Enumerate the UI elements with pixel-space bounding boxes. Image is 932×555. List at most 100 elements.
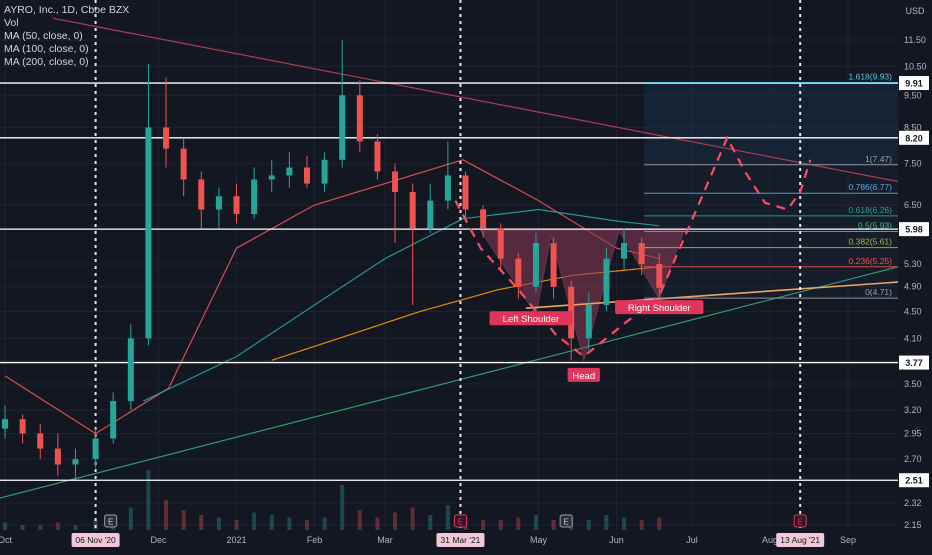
y-tick-label: 6.50 bbox=[904, 200, 922, 210]
fib-level-label: 0.786(6.77) bbox=[849, 182, 893, 192]
volume-bar bbox=[216, 517, 221, 530]
candle-body bbox=[409, 191, 416, 229]
candle-body bbox=[638, 243, 645, 265]
volume-bar bbox=[164, 500, 169, 530]
level-badge-text: 2.51 bbox=[905, 476, 923, 486]
volume-bar bbox=[393, 512, 398, 530]
trendline-resistance bbox=[52, 17, 899, 183]
volume-bar bbox=[181, 510, 186, 530]
moving-average-100 bbox=[143, 208, 660, 402]
volume-bar bbox=[304, 520, 309, 530]
x-tick-label: 2021 bbox=[226, 535, 246, 545]
candle-body bbox=[268, 175, 275, 180]
volume-bar bbox=[428, 515, 433, 530]
pattern-head-shoulders bbox=[479, 228, 686, 363]
y-tick-label: 7.50 bbox=[904, 159, 922, 169]
y-tick-label: 11.50 bbox=[904, 35, 926, 45]
moving-average-50 bbox=[4, 159, 660, 435]
earnings-marker-text: E bbox=[108, 518, 113, 527]
candle-body bbox=[374, 141, 381, 172]
fib-level-label: 1.618(9.93) bbox=[849, 71, 893, 81]
y-tick-label: 4.10 bbox=[904, 333, 922, 343]
volume-bar bbox=[481, 520, 486, 530]
volume-bar bbox=[55, 522, 60, 530]
candle-body bbox=[127, 338, 134, 402]
candle-body bbox=[532, 243, 539, 287]
volume-bar bbox=[146, 470, 151, 530]
fib-level-label: 1(7.47) bbox=[865, 154, 892, 164]
legend-indicator-vol: Vol bbox=[4, 17, 19, 29]
projected-path bbox=[454, 135, 812, 358]
legend-indicator-ma50: MA (50, close, 0) bbox=[4, 30, 83, 42]
x-tick-label: Feb bbox=[307, 535, 323, 545]
level-badge-text: 5.98 bbox=[905, 225, 923, 235]
volume-bar bbox=[639, 520, 644, 530]
y-tick-label: 8.50 bbox=[904, 122, 922, 132]
level-badge bbox=[899, 222, 929, 237]
volume-bar bbox=[199, 515, 204, 530]
earnings-marker-box bbox=[104, 514, 118, 528]
candle-body bbox=[215, 196, 222, 210]
candle-body bbox=[110, 401, 117, 439]
date-marker-badge bbox=[71, 533, 120, 547]
earnings-marker-text: E bbox=[563, 518, 568, 527]
candle-body bbox=[603, 258, 610, 306]
fib-level-label: 0.382(5.61) bbox=[849, 237, 893, 247]
candle-body bbox=[356, 95, 363, 142]
candle-body bbox=[251, 179, 258, 215]
volume-bar bbox=[586, 520, 591, 530]
candle-body bbox=[145, 127, 152, 339]
candle-body bbox=[550, 243, 557, 287]
y-tick-label: 9.50 bbox=[904, 90, 922, 100]
volume-bar bbox=[604, 515, 609, 530]
x-tick-label: Sep bbox=[840, 535, 856, 545]
candle-body bbox=[497, 228, 504, 259]
volume-bar bbox=[357, 510, 362, 530]
volume-bar bbox=[322, 517, 327, 530]
volume-bar bbox=[20, 525, 25, 530]
candle-body bbox=[427, 200, 434, 229]
candle-body bbox=[392, 171, 399, 192]
volume-bar bbox=[551, 520, 556, 530]
volume-bar bbox=[375, 517, 380, 530]
fib-level-label: 0.236(5.25) bbox=[849, 256, 893, 266]
pattern-label-text: Right Shoulder bbox=[628, 303, 691, 314]
candle-body bbox=[286, 167, 293, 176]
y-tick-label: 4.50 bbox=[904, 306, 922, 316]
fib-zone-upper bbox=[644, 82, 898, 165]
candle-body bbox=[198, 179, 205, 210]
currency-label: USD bbox=[905, 6, 925, 16]
candle-body bbox=[462, 175, 469, 210]
candle-body bbox=[180, 148, 187, 180]
x-tick-label: May bbox=[530, 535, 548, 545]
volume-bar bbox=[128, 507, 133, 530]
pattern-neckline bbox=[525, 281, 899, 309]
level-badge bbox=[899, 355, 929, 370]
y-tick-label: 4.90 bbox=[904, 282, 922, 292]
volume-bar bbox=[533, 515, 538, 530]
volume-bar bbox=[657, 517, 662, 530]
pattern-label-box bbox=[489, 311, 573, 326]
candle-body bbox=[72, 459, 79, 465]
date-marker-text: 31 Mar '21 bbox=[441, 535, 481, 545]
x-tick-label: Mar bbox=[377, 535, 393, 545]
volume-bar bbox=[252, 512, 257, 530]
candle-body bbox=[163, 127, 170, 149]
level-badge-text: 3.77 bbox=[905, 358, 923, 368]
level-badge-text: 8.20 bbox=[905, 133, 923, 143]
x-tick-label: Jul bbox=[686, 535, 698, 545]
date-marker-badge bbox=[436, 533, 485, 547]
legend-indicator-ma200: MA (200, close, 0) bbox=[4, 56, 89, 68]
level-badge bbox=[899, 473, 929, 488]
volume-bar bbox=[287, 517, 292, 530]
price-axis bbox=[898, 0, 932, 550]
level-badge bbox=[899, 76, 929, 91]
volume-bar bbox=[269, 515, 274, 530]
candle-body bbox=[480, 209, 487, 229]
y-tick-label: 3.20 bbox=[904, 405, 922, 415]
volume-bar bbox=[73, 525, 78, 530]
y-tick-label: 2.70 bbox=[904, 454, 922, 464]
chart-legend: AYRO, Inc., 1D, Cboe BZX Vol MA (50, clo… bbox=[4, 4, 129, 69]
